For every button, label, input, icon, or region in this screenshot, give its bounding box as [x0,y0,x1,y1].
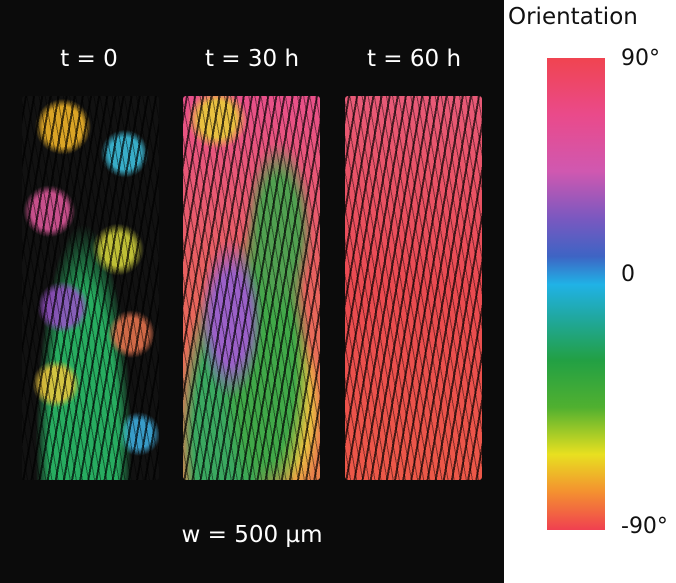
colorbar-title: Orientation [508,4,638,30]
colorbar-tick: 0 [621,262,635,287]
scale-label: w = 500 µm [181,522,323,548]
colorbar-tick: -90° [621,514,668,539]
panel-label: t = 60 h [366,46,462,72]
micrograph [22,96,159,480]
colorbar-tick: 90° [621,46,660,71]
panel-label: t = 0 [60,46,118,72]
micrograph [345,96,482,480]
panel-label: t = 30 h [204,46,300,72]
micrograph [183,96,320,480]
colorbar [547,58,605,530]
